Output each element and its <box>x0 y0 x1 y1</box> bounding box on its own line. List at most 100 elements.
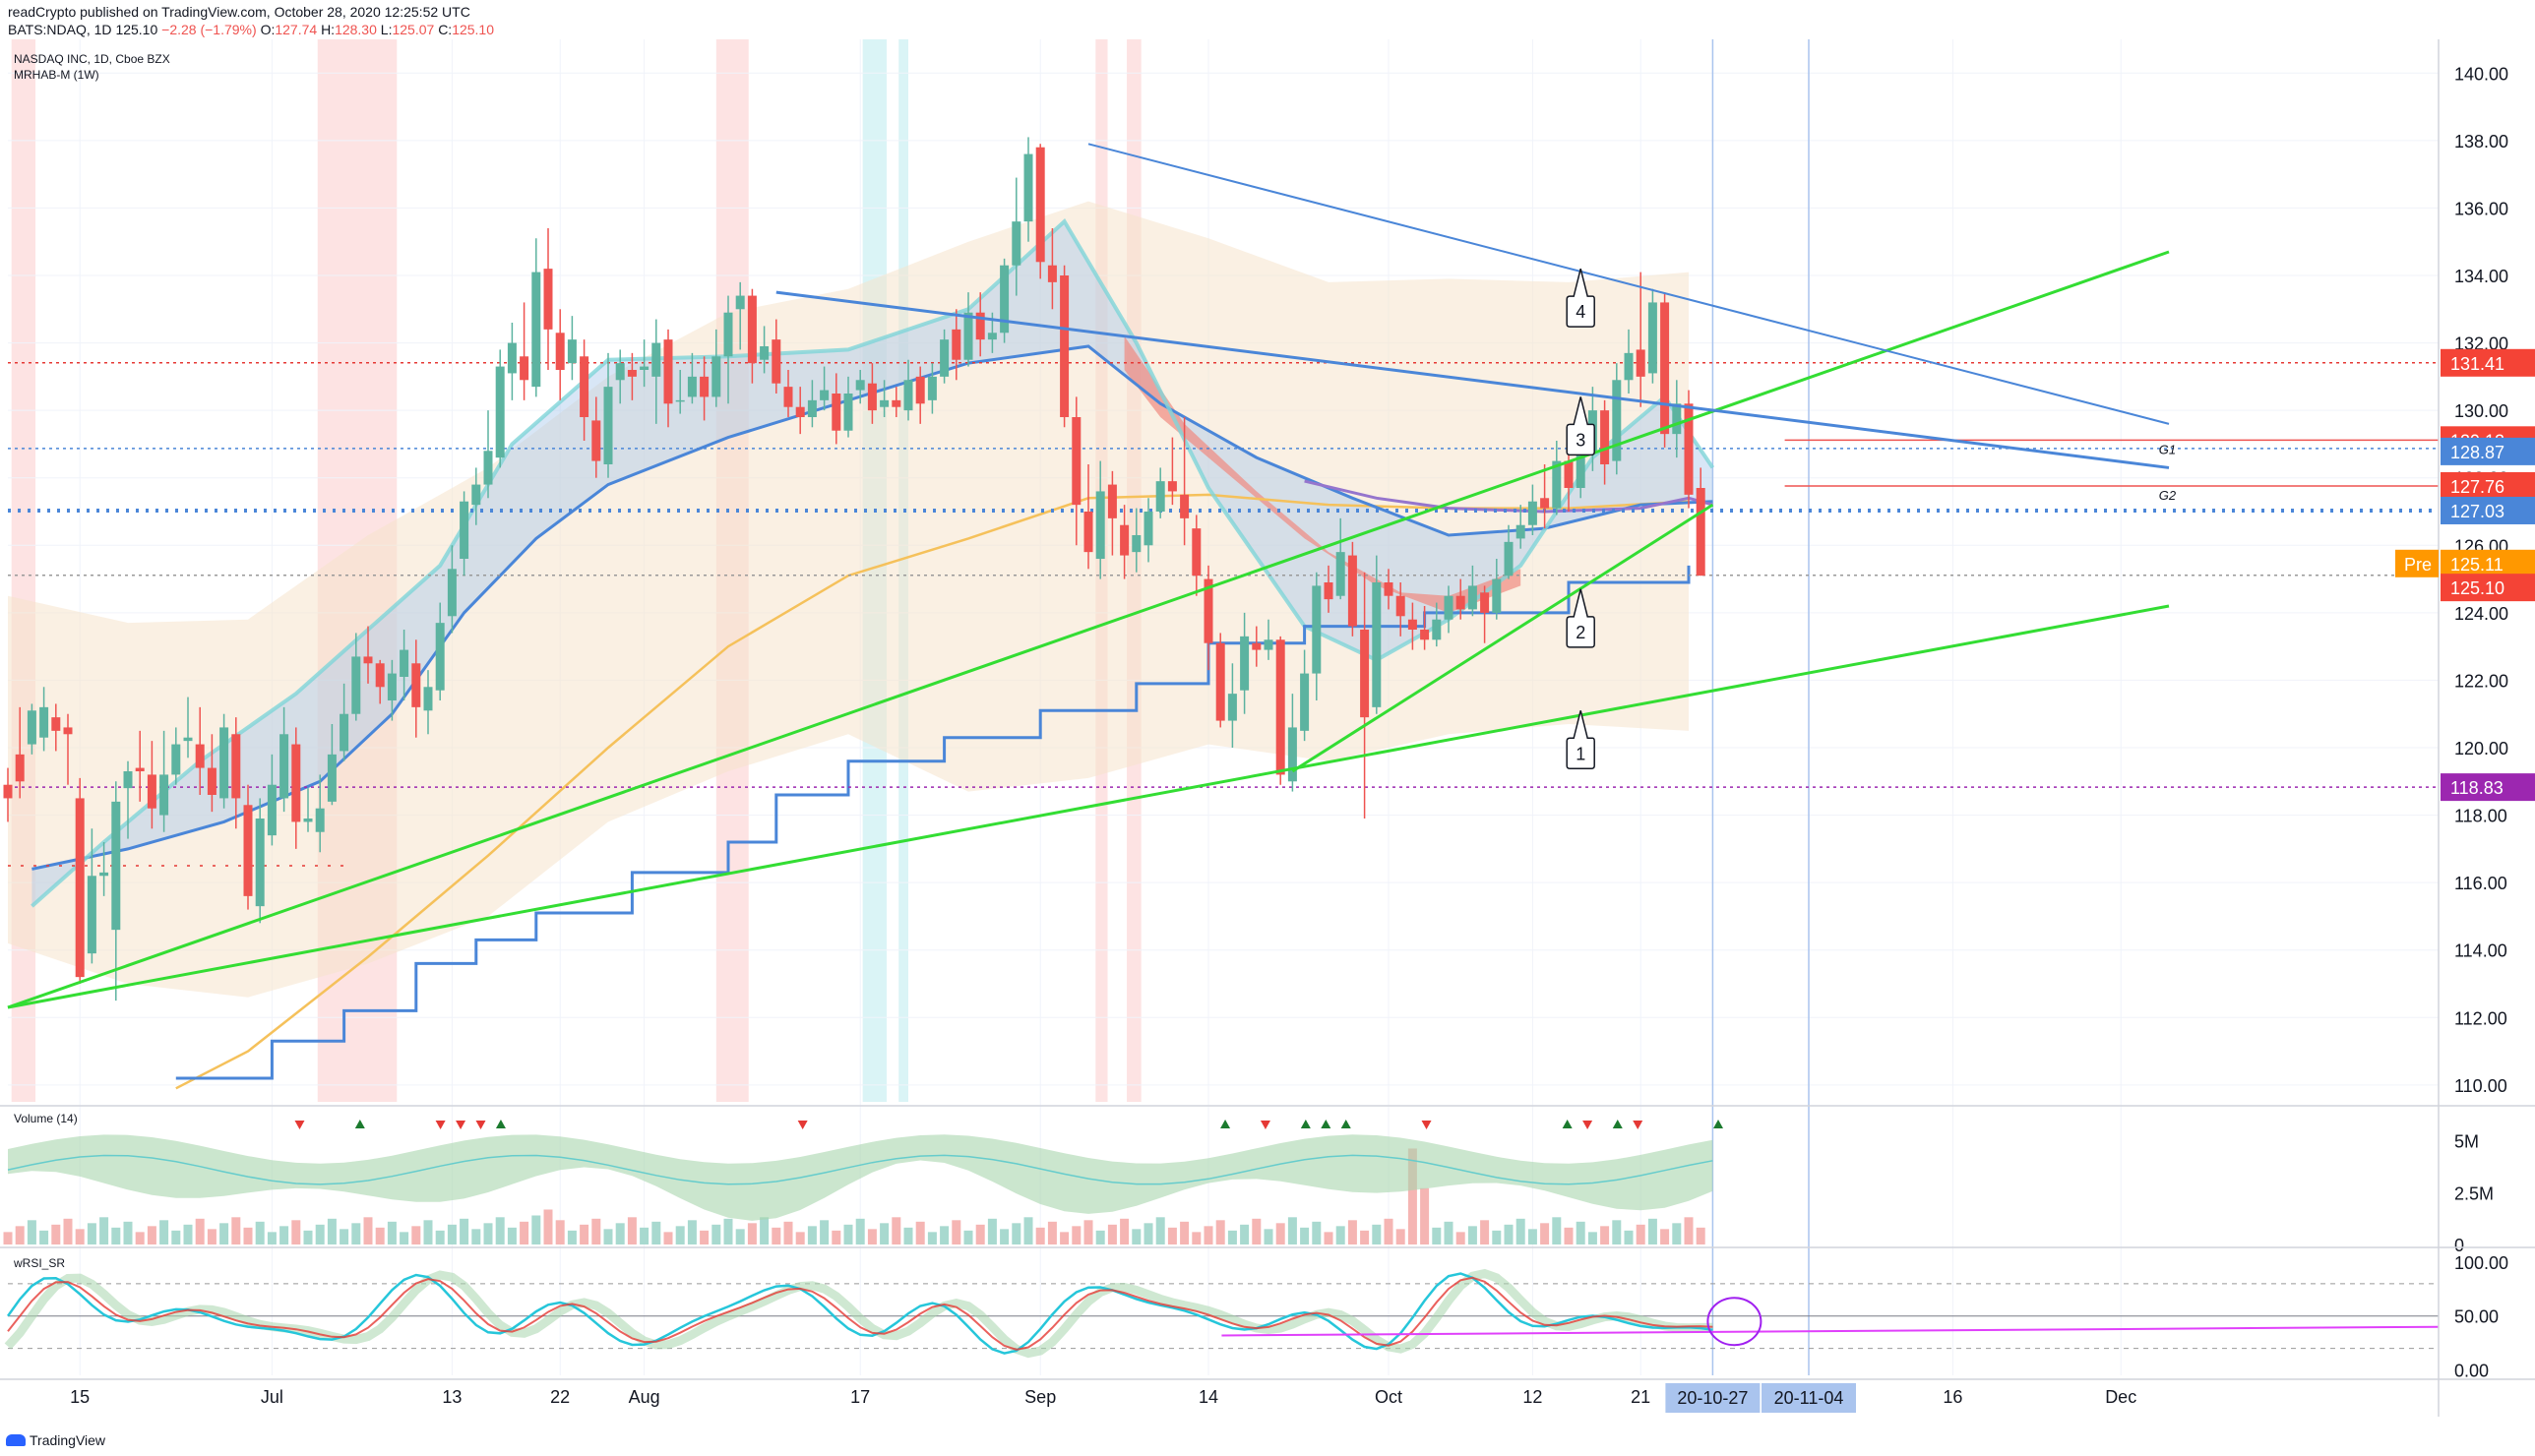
trendline-0 <box>7 250 2170 1009</box>
volume-bar-32 <box>387 1221 397 1244</box>
volume-bar-33 <box>400 1232 409 1244</box>
candle-body-21 <box>255 819 265 907</box>
volume-bar-71 <box>855 1218 865 1244</box>
volume-bar-74 <box>892 1217 901 1244</box>
volume-bar-21 <box>255 1221 265 1244</box>
volume-bar-93 <box>1120 1218 1130 1244</box>
volume-bar-16 <box>195 1218 205 1244</box>
volume-bar-31 <box>375 1227 385 1244</box>
price-tick-label-8: 124.00 <box>2454 604 2508 624</box>
volume-bar-109 <box>1312 1221 1322 1244</box>
volume-bar-4 <box>51 1224 61 1244</box>
candle-body-32 <box>387 673 397 700</box>
candle-body-31 <box>375 663 385 688</box>
candle-body-15 <box>183 737 193 742</box>
candle-body-3 <box>39 706 49 738</box>
volume-axis-label-0: 5M <box>2454 1132 2479 1152</box>
volume-bar-65 <box>783 1221 793 1244</box>
rsi-highlight-circle <box>1706 1297 1762 1347</box>
volume-bar-140 <box>1684 1217 1694 1244</box>
volume-bar-29 <box>351 1223 361 1244</box>
time-tick-label-8: Oct <box>1375 1387 1402 1407</box>
volume-bar-92 <box>1107 1224 1117 1244</box>
chart-header: readCrypto published on TradingView.com,… <box>0 0 2535 39</box>
candle-body-43 <box>520 356 529 381</box>
candle-body-129 <box>1552 460 1562 509</box>
time-tick-label-12: Dec <box>2105 1387 2136 1407</box>
candle-body-54 <box>651 342 661 377</box>
price-tag-box-5 <box>2441 549 2535 577</box>
volume-bar-53 <box>640 1227 649 1244</box>
tradingview-logo[interactable]: TradingView <box>6 1432 105 1448</box>
time-tick-label-2: 13 <box>442 1387 462 1407</box>
candle-body-89 <box>1072 417 1082 506</box>
candle-body-128 <box>1540 498 1550 509</box>
callout-label-3: 3 <box>1576 430 1585 450</box>
candle-body-122 <box>1467 585 1477 610</box>
candle-body-125 <box>1504 541 1514 576</box>
candle-body-22 <box>267 784 277 836</box>
volume-bar-38 <box>460 1218 469 1244</box>
candle-body-52 <box>627 370 637 377</box>
volume-bar-7 <box>87 1223 96 1244</box>
candle-body-88 <box>1060 275 1070 417</box>
volume-axis-label-1: 2.5M <box>2454 1183 2494 1203</box>
candle-body-127 <box>1527 501 1537 525</box>
candle-body-93 <box>1120 524 1130 556</box>
rsi-axis-label-0: 100.00 <box>2454 1253 2508 1273</box>
volume-signal-15 <box>1612 1120 1623 1128</box>
volume-bar-78 <box>940 1226 950 1244</box>
volume-signal-5 <box>495 1120 506 1128</box>
candle-body-62 <box>747 295 757 364</box>
candle-body-47 <box>567 339 577 364</box>
volume-bar-130 <box>1564 1227 1574 1244</box>
candle-body-7 <box>87 876 96 954</box>
envelope-cloud <box>8 201 1689 998</box>
volume-bar-101 <box>1215 1220 1225 1244</box>
volume-axis-label-2: 0 <box>2454 1236 2464 1255</box>
price-tag-label-7: 118.83 <box>2450 778 2504 798</box>
volume-bar-62 <box>747 1223 757 1244</box>
volume-bar-124 <box>1492 1230 1502 1244</box>
volume-signal-2 <box>435 1121 446 1129</box>
volume-bar-20 <box>243 1227 253 1244</box>
volume-bar-69 <box>832 1230 841 1244</box>
candle-body-4 <box>51 717 61 731</box>
callout-label-1: 1 <box>1576 744 1585 763</box>
time-tick-label-5: 17 <box>850 1387 870 1407</box>
volume-bar-108 <box>1300 1227 1310 1244</box>
volume-bar-64 <box>772 1227 781 1244</box>
callout-label-4: 4 <box>1576 302 1585 322</box>
volume-bar-46 <box>555 1220 565 1244</box>
volume-bar-18 <box>219 1223 229 1244</box>
time-tick-label-6: Sep <box>1024 1387 1056 1407</box>
candle-body-18 <box>219 727 229 799</box>
volume-bar-87 <box>1047 1221 1057 1244</box>
price-change: −2.28 (−1.79%) <box>161 22 257 37</box>
volume-bar-85 <box>1023 1217 1033 1244</box>
volume-bar-28 <box>340 1229 349 1244</box>
candle-body-66 <box>795 406 805 417</box>
candle-body-16 <box>195 744 205 768</box>
candle-body-44 <box>531 272 541 388</box>
time-tick-label-4: Aug <box>629 1387 660 1407</box>
price-tick-label-1: 138.00 <box>2454 132 2508 152</box>
bearish-ribbon <box>1124 335 1521 613</box>
trend-label-g2: G2 <box>2159 488 2177 503</box>
volume-bar-68 <box>820 1220 830 1244</box>
price-tick-label-14: 112.00 <box>2454 1008 2507 1028</box>
volume-bar-54 <box>651 1221 661 1244</box>
volume-bar-77 <box>927 1232 937 1244</box>
candle-body-13 <box>159 774 169 816</box>
price-tag-label-3: 127.76 <box>2450 477 2504 497</box>
volume-bar-50 <box>603 1229 613 1244</box>
price-tick-label-11: 118.00 <box>2454 807 2507 826</box>
date-tag-label-0: 20-10-27 <box>1677 1388 1748 1408</box>
candle-body-124 <box>1492 578 1502 613</box>
candle-body-80 <box>963 312 973 360</box>
candle-body-5 <box>63 727 73 735</box>
candle-body-108 <box>1300 673 1310 731</box>
volume-bar-114 <box>1372 1224 1382 1244</box>
volume-bar-100 <box>1204 1226 1213 1244</box>
